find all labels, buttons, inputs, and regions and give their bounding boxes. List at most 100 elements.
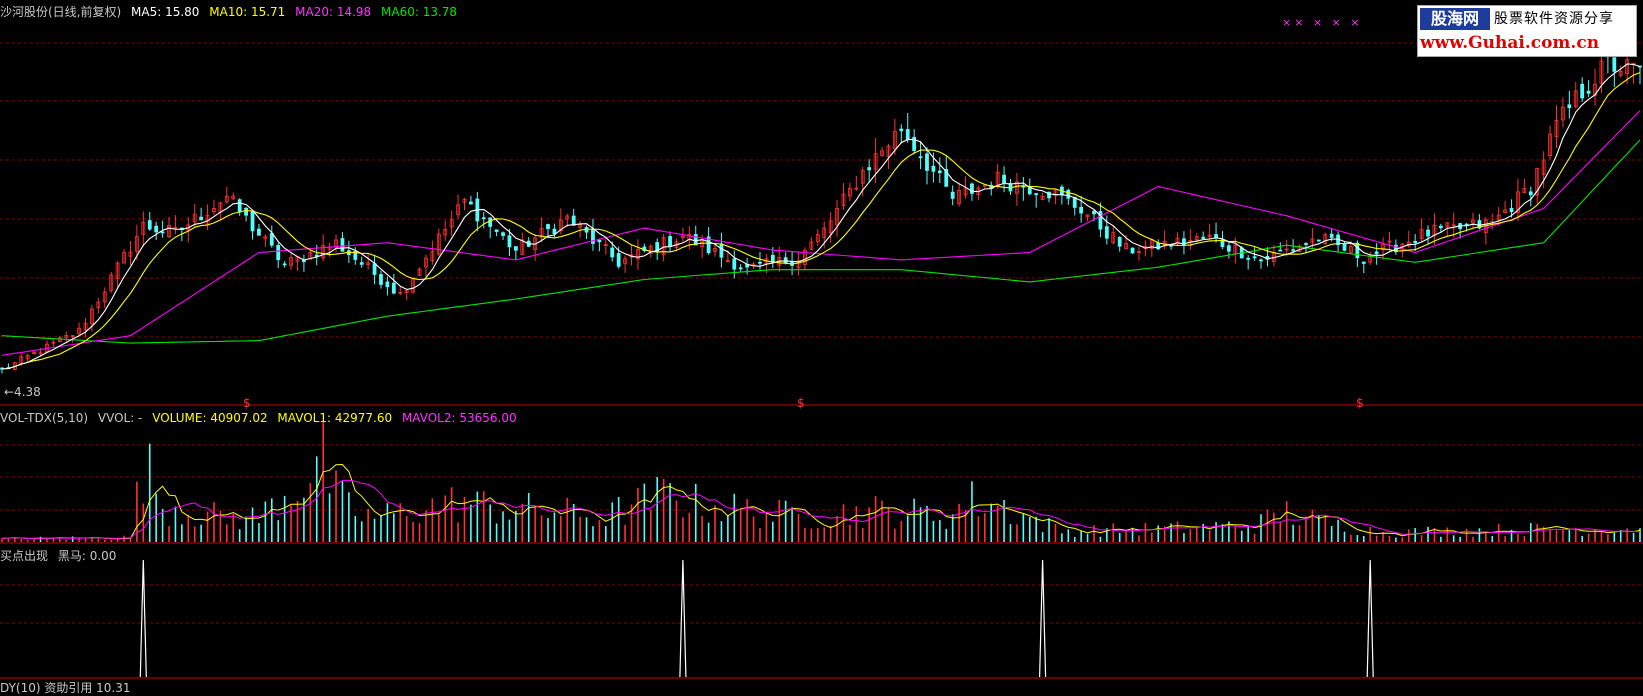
candle-body <box>1535 167 1540 196</box>
ma60-value: MA60: 13.78 <box>381 5 458 19</box>
candle-body <box>456 204 460 216</box>
candle-body <box>571 215 576 226</box>
ma60-line <box>1 139 1641 344</box>
candle-body <box>1573 90 1578 108</box>
candle-body <box>937 170 942 174</box>
candle-body <box>289 257 293 266</box>
candle-body <box>1438 225 1443 229</box>
candle-body <box>340 238 345 252</box>
signal-mark-2: $ <box>797 396 805 410</box>
candle-body <box>1278 249 1283 252</box>
candle-body <box>1522 188 1527 193</box>
candle-body <box>616 253 621 267</box>
candle-body <box>513 246 518 251</box>
bottom-panel-header: DY(10) 资助引用 10.31 <box>0 679 137 695</box>
candle-body <box>122 252 126 264</box>
candle-body <box>661 236 666 255</box>
candle-body <box>841 193 846 206</box>
watermark-logo: 股海网 股票软件资源分享 www.Guhai.com.cn <box>1417 5 1637 57</box>
candle-body <box>539 227 544 238</box>
candle-body <box>224 195 229 203</box>
mavol2-value: MAVOL2: 53656.00 <box>401 411 517 425</box>
volume-bars[interactable] <box>1 420 1641 542</box>
candle-body <box>488 217 493 227</box>
candle-body <box>417 268 422 276</box>
candle-body <box>1599 60 1604 84</box>
candle-body <box>925 153 929 171</box>
candle-body <box>648 245 653 255</box>
candle-body <box>931 165 936 172</box>
candle-body <box>1002 174 1006 184</box>
candle-body <box>276 244 281 261</box>
ma20-value: MA20: 14.98 <box>295 5 372 19</box>
candle-body <box>1092 210 1096 215</box>
candle-body <box>860 170 865 184</box>
candle-body <box>905 129 910 140</box>
candle-body <box>1342 243 1347 251</box>
candle-body <box>713 248 717 252</box>
candle-body <box>1580 83 1585 99</box>
ma20-line <box>1 110 1641 356</box>
candle-body <box>706 236 711 254</box>
vol-indicator-title: VOL-TDX(5,10) <box>0 411 89 425</box>
candle-body <box>970 183 974 194</box>
candle-body <box>693 234 698 246</box>
candle-body <box>70 335 75 337</box>
candle-body <box>263 236 268 240</box>
moving-average-lines <box>1 63 1641 370</box>
candle-body <box>1509 208 1514 213</box>
candle-body <box>1323 234 1328 245</box>
candle-body <box>1625 59 1630 74</box>
candle-body <box>848 187 852 197</box>
candle-body <box>109 274 114 291</box>
top-star-markers: ×× × × × <box>1282 16 1363 29</box>
candle-body <box>64 334 69 338</box>
candle-body <box>1316 239 1321 242</box>
black-horse-value: 黑马: 0.00 <box>57 549 117 563</box>
candle-body <box>32 351 37 355</box>
candle-body <box>758 261 762 264</box>
candle-body <box>359 262 364 265</box>
candle-body <box>899 128 904 132</box>
candle-body <box>257 228 261 236</box>
signal-spikes[interactable] <box>139 559 1374 678</box>
candle-body <box>1201 236 1206 239</box>
candle-body <box>424 257 428 268</box>
candle-body <box>603 244 608 246</box>
candle-body <box>783 257 788 264</box>
price-candles[interactable] <box>0 40 1642 374</box>
candle-body <box>51 341 56 344</box>
candle-body <box>102 291 107 303</box>
vvol-value: VVOL: - <box>97 411 143 425</box>
candle-body <box>828 220 833 233</box>
price-panel-header: 沙河股份(日线,前复权) MA5: 15.80 MA10: 15.71 MA20… <box>0 3 463 19</box>
candle-body <box>192 213 197 223</box>
candle-body <box>77 327 81 335</box>
candle-body <box>1471 219 1475 224</box>
candle-body <box>1047 191 1051 199</box>
candle-body <box>623 258 627 264</box>
candle-body <box>38 352 43 355</box>
grid-lines <box>0 42 1643 679</box>
candle-body <box>1361 261 1366 264</box>
candle-body <box>212 208 216 213</box>
candle-body <box>436 233 441 255</box>
candle-body <box>918 156 923 159</box>
signal-spike-3 <box>1366 559 1374 678</box>
candle-body <box>154 225 159 233</box>
candle-body <box>835 208 839 226</box>
candle-body <box>366 262 371 266</box>
candle-body <box>1137 251 1141 254</box>
candle-body <box>430 251 435 261</box>
signal-title: 买点出现 <box>0 549 49 563</box>
candle-body <box>96 301 101 309</box>
candle-body <box>1182 238 1186 246</box>
candle-body <box>1561 106 1565 121</box>
candle-body <box>1586 90 1591 94</box>
candle-body <box>867 167 872 171</box>
candle-body <box>1034 193 1039 196</box>
candle-body <box>1124 243 1129 250</box>
candle-body <box>610 247 615 258</box>
signal-spike-1 <box>679 559 687 678</box>
